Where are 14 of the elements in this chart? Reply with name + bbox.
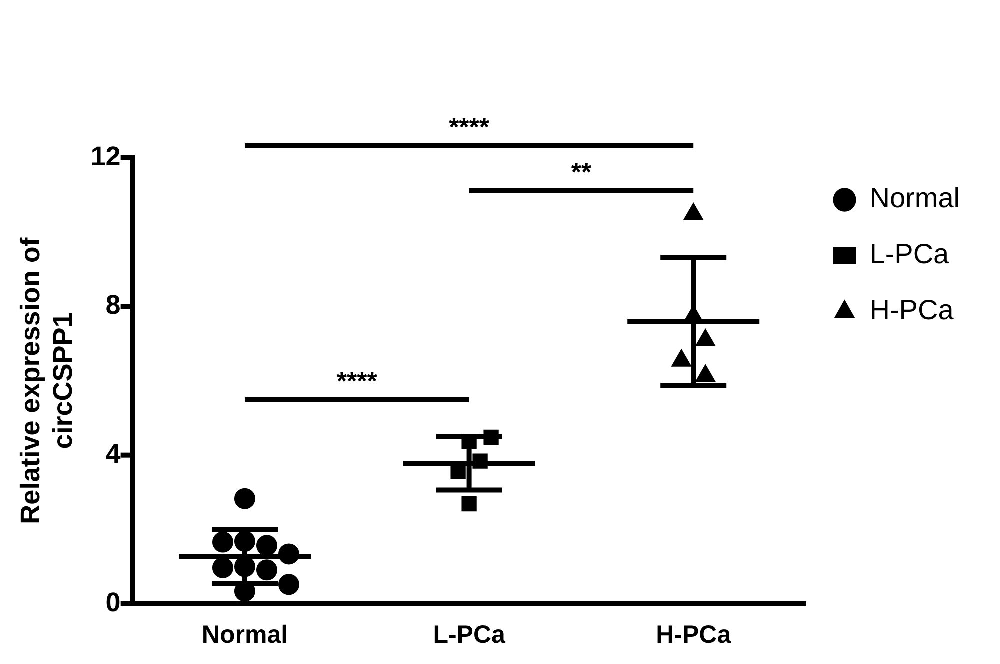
legend-label: H-PCa: [870, 294, 954, 326]
y-tick-label: 8: [106, 290, 121, 320]
y-tick-label: 4: [106, 438, 121, 469]
x-tick-label: L-PCa: [433, 620, 507, 649]
legend-label: Normal: [870, 182, 960, 214]
annotation: ****: [336, 366, 378, 396]
x-tick-label: H-PCa: [656, 620, 732, 649]
x-tick-label: Normal: [202, 620, 288, 649]
annotation: **: [571, 157, 592, 188]
y-tick-label: 12: [90, 141, 121, 172]
text: ****: [449, 112, 490, 142]
y-axis-title: Relative expression of circCSPP1: [16, 236, 78, 524]
legend-label: L-PCa: [870, 238, 950, 270]
y-tick-label: 0: [106, 587, 121, 618]
